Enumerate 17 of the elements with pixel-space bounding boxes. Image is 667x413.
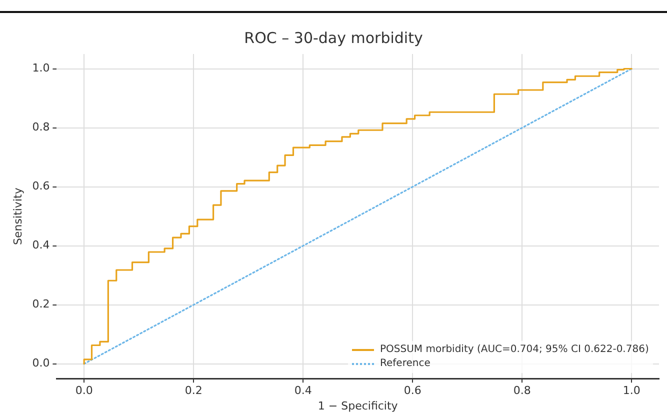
x-tick-label: 0.0 [75,384,93,398]
y-axis-title: Sensitivity [11,187,24,245]
x-tick-label: 0.8 [513,384,531,398]
x-tick-label: 0.4 [294,384,312,398]
x-tick-label: 0.2 [184,384,202,398]
chart-title: ROC – 30-day morbidity [244,28,423,47]
x-axis-title: 1 − Specificity [318,399,398,412]
y-tick-label: 1.0 [32,62,50,75]
y-tick-label: 0.6 [32,180,50,193]
y-tick-label: 0.8 [32,120,50,134]
y-tick-label: 0.4 [32,238,50,252]
x-tick-label: 0.6 [404,384,422,398]
legend-label: Reference [380,356,430,371]
y-tick-label: 0.2 [32,298,50,311]
legend-label: POSSUM morbidity (AUC=0.704; 95% CI 0.622-0.786) [380,342,649,357]
x-tick-label: 1.0 [622,384,640,398]
y-tick-label: 0.0 [32,356,50,370]
